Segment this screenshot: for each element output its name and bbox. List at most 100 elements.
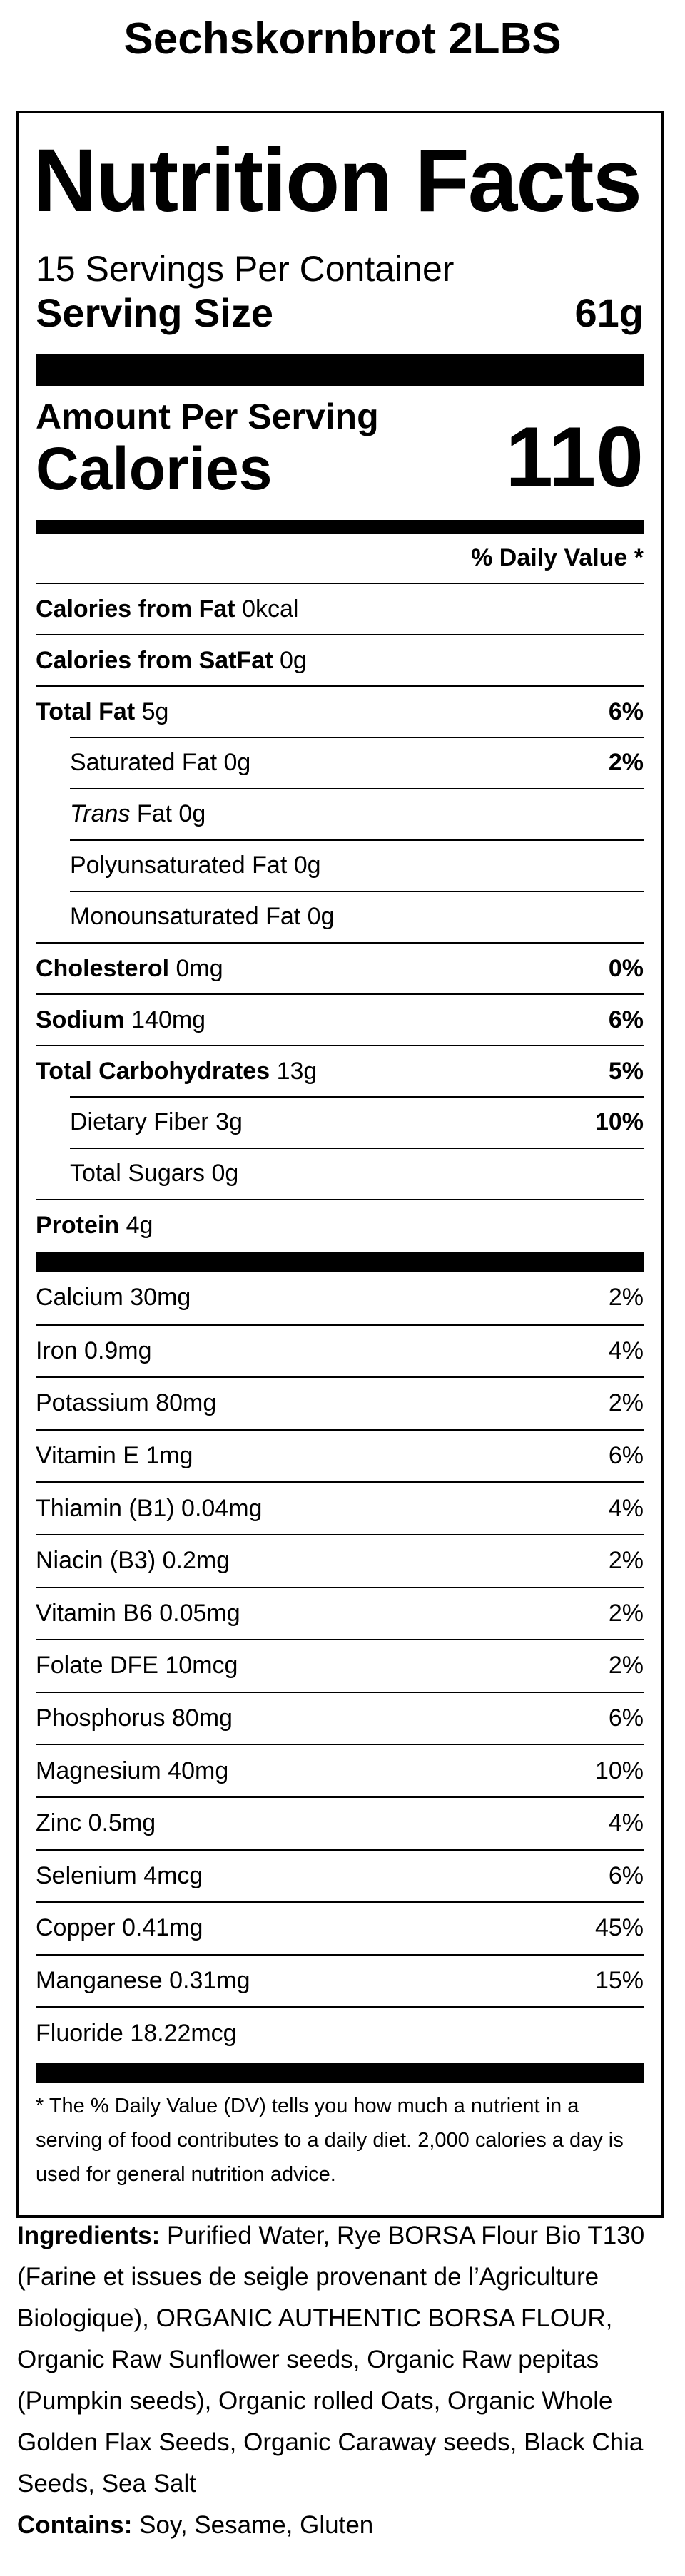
nutrient-daily-value: 6% xyxy=(608,697,644,725)
vitamin-daily-value: 2% xyxy=(608,1389,644,1417)
nutrient-name: Cholesterol xyxy=(36,954,170,982)
vitamin-row: Zinc 0.5mg 4% xyxy=(36,1796,644,1849)
vitamin-label: Phosphorus 80mg xyxy=(36,1704,233,1732)
serving-size-value: 61g xyxy=(574,290,644,335)
vitamin-daily-value: 2% xyxy=(608,1652,644,1680)
nutrient-name: Calories from SatFat xyxy=(36,646,273,674)
vitamin-row: Phosphorus 80mg 6% xyxy=(36,1691,644,1744)
vitamin-label: Magnesium 40mg xyxy=(36,1757,229,1784)
nutrient-row: Total Fat 5g 6% xyxy=(36,685,644,737)
thick-divider-top xyxy=(36,354,644,386)
footnote: * The % Daily Value (DV) tells you how m… xyxy=(36,2095,624,2186)
nutrient-name: Total Sugars xyxy=(70,1159,205,1187)
vitamin-daily-value: 2% xyxy=(608,1284,644,1312)
nutrient-label: Total Carbohydrates 13g xyxy=(36,1058,317,1085)
vitamin-label: Thiamin (B1) 0.04mg xyxy=(36,1494,263,1522)
vitamin-daily-value: 4% xyxy=(608,1809,644,1837)
nutrient-amount: 13g xyxy=(276,1057,318,1085)
ingredients-label: Ingredients: xyxy=(17,2222,161,2249)
vitamin-label: Potassium 80mg xyxy=(36,1389,217,1417)
nutrient-name: Total Fat xyxy=(36,697,136,725)
vitamin-label: Calcium 30mg xyxy=(36,1284,191,1312)
nutrient-list: Calories from Fat 0kcal Calories from Sat… xyxy=(36,583,644,1250)
nutrient-daily-value: 6% xyxy=(608,1006,644,1033)
nutrient-label: Total Sugars 0g xyxy=(70,1160,238,1187)
vitamin-row: Niacin (B3) 0.2mg 2% xyxy=(36,1533,644,1587)
nutrient-label: Calories from SatFat 0g xyxy=(36,647,307,675)
nutrient-amount: 0g xyxy=(279,646,307,674)
thick-divider-calories xyxy=(36,520,644,534)
ingredients: Ingredients: Purified Water, Rye BORSA F… xyxy=(17,2215,659,2505)
thick-divider-vitamins xyxy=(36,1252,644,1272)
nutrition-facts-title: Nutrition Facts xyxy=(33,131,642,230)
vitamin-row: Magnesium 40mg 10% xyxy=(36,1744,644,1796)
vitamin-daily-value: 10% xyxy=(594,1757,644,1784)
nutrient-name: Sodium xyxy=(36,1006,125,1033)
nutrient-daily-value: 2% xyxy=(608,748,644,776)
nutrient-label: Saturated Fat 0g xyxy=(70,749,250,777)
nutrient-name: Polyunsaturated Fat xyxy=(70,851,288,879)
nutrient-label: Polyunsaturated Fat 0g xyxy=(70,852,321,879)
vitamin-label: Niacin (B3) 0.2mg xyxy=(36,1547,230,1575)
daily-value-header: % Daily Value * xyxy=(471,544,644,571)
vitamin-daily-value: 15% xyxy=(594,1967,644,1995)
vitamin-daily-value: 6% xyxy=(608,1442,644,1470)
vitamin-row: Thiamin (B1) 0.04mg 4% xyxy=(36,1481,644,1534)
nutrient-italic-prefix: Trans xyxy=(70,799,131,827)
vitamin-daily-value: 4% xyxy=(608,1336,644,1364)
nutrient-label: Calories from Fat 0kcal xyxy=(36,596,298,623)
nutrient-row: Cholesterol 0mg 0% xyxy=(36,942,644,993)
vitamin-label: Manganese 0.31mg xyxy=(36,1967,250,1995)
nutrient-name: Saturated Fat xyxy=(70,748,218,776)
nutrient-amount: 140mg xyxy=(131,1006,206,1033)
nutrient-row: Polyunsaturated Fat 0g xyxy=(36,839,644,891)
nutrient-row: Calories from Fat 0kcal xyxy=(36,583,644,634)
nutrient-amount: 0kcal xyxy=(242,595,299,623)
nutrient-amount: 0g xyxy=(178,799,206,827)
nutrient-row: Sodium 140mg 6% xyxy=(36,993,644,1045)
ingredients-text: Purified Water, Rye BORSA Flour Bio T130… xyxy=(17,2222,645,2498)
amount-per-serving: Amount Per Serving xyxy=(36,397,379,436)
vitamin-row: Vitamin E 1mg 6% xyxy=(36,1428,644,1482)
calories-label: Calories xyxy=(36,435,273,502)
vitamin-label: Vitamin B6 0.05mg xyxy=(36,1599,240,1627)
nutrient-row: Saturated Fat 0g 2% xyxy=(36,737,644,788)
nutrient-row: Total Carbohydrates 13g 5% xyxy=(36,1045,644,1096)
nutrient-row: Calories from SatFat 0g xyxy=(36,634,644,685)
vitamin-row: Calcium 30mg 2% xyxy=(36,1272,644,1324)
serving-size-label: Serving Size xyxy=(36,290,274,335)
nutrient-name: Fat xyxy=(136,799,172,827)
nutrient-daily-value: 5% xyxy=(608,1057,644,1085)
vitamin-label: Vitamin E 1mg xyxy=(36,1442,193,1470)
nutrient-row: Dietary Fiber 3g 10% xyxy=(36,1096,644,1148)
nutrient-row: Protein 4g xyxy=(36,1199,644,1250)
thick-divider-footnote xyxy=(36,2063,644,2083)
vitamin-daily-value: 2% xyxy=(608,1599,644,1627)
serving-size-row: Serving Size 61g xyxy=(36,288,644,338)
nutrient-amount: 5g xyxy=(141,697,169,725)
vitamin-label: Zinc 0.5mg xyxy=(36,1809,156,1837)
vitamin-label: Folate DFE 10mcg xyxy=(36,1652,238,1680)
nutrient-name: Monounsaturated Fat xyxy=(70,902,301,930)
nutrient-amount: 0g xyxy=(293,851,321,879)
vitamin-row: Manganese 0.31mg 15% xyxy=(36,1953,644,2007)
contains-label: Contains: xyxy=(17,2511,133,2539)
nutrient-label: Protein 4g xyxy=(36,1212,153,1240)
vitamin-row: Selenium 4mcg 6% xyxy=(36,1849,644,1902)
nutrient-amount: 4g xyxy=(126,1211,153,1239)
vitamin-row: Potassium 80mg 2% xyxy=(36,1376,644,1429)
servings-per-container: 15 Servings Per Container xyxy=(36,249,455,289)
vitamin-row: Folate DFE 10mcg 2% xyxy=(36,1639,644,1692)
vitamin-daily-value: 45% xyxy=(594,1914,644,1942)
vitamin-daily-value: 6% xyxy=(608,1861,644,1889)
vitamin-label: Selenium 4mcg xyxy=(36,1861,203,1889)
vitamin-daily-value: 6% xyxy=(608,1704,644,1732)
contains-text: Soy, Sesame, Gluten xyxy=(139,2511,374,2539)
nutrient-amount: 3g xyxy=(215,1108,243,1135)
nutrient-daily-value: 0% xyxy=(608,954,644,982)
vitamin-row: Vitamin B6 0.05mg 2% xyxy=(36,1586,644,1640)
vitamin-label: Fluoride 18.22mcg xyxy=(36,2019,237,2047)
vitamin-daily-value: 2% xyxy=(608,1547,644,1575)
nutrient-name: Protein xyxy=(36,1211,120,1239)
nutrient-label: Cholesterol 0mg xyxy=(36,955,223,983)
